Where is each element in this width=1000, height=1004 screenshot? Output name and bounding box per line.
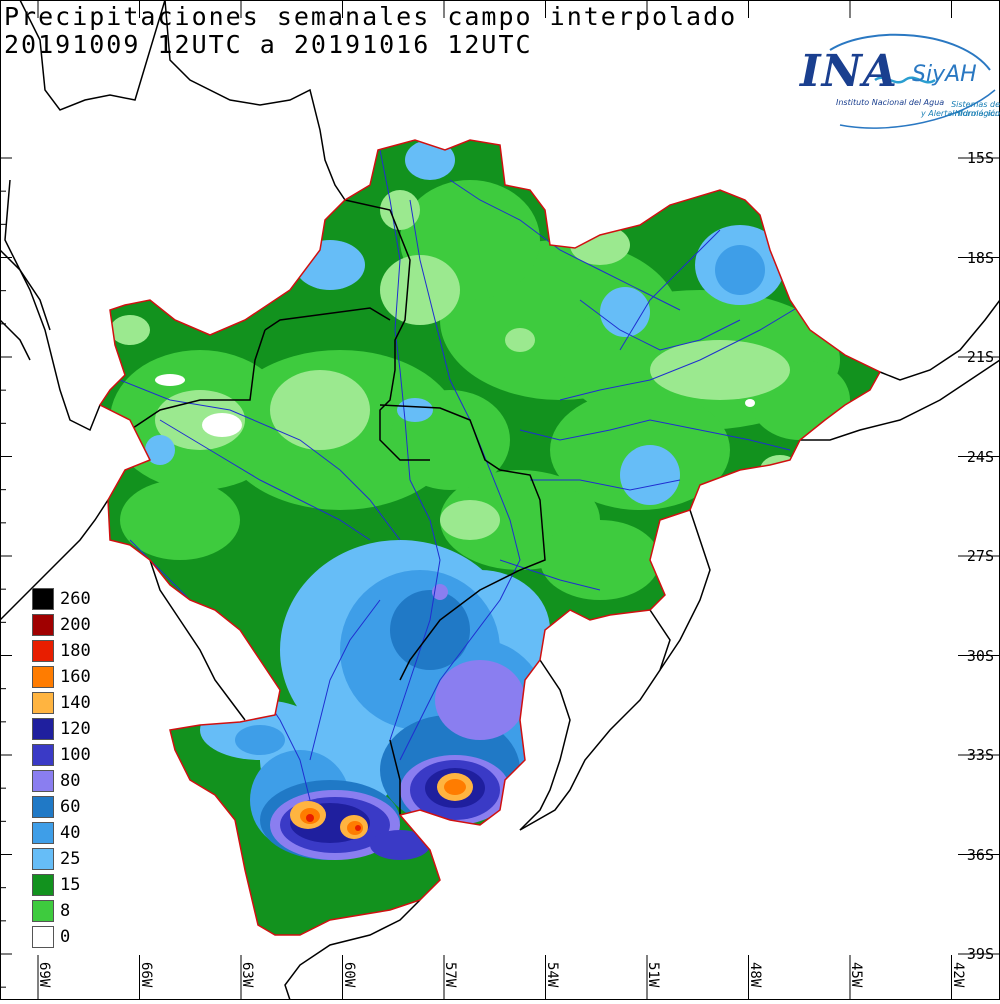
legend-item: 0: [32, 926, 122, 948]
logo-subtitle: Instituto Nacional del Agua: [836, 98, 945, 107]
lon-label: 60W: [340, 962, 357, 988]
legend-label: 80: [60, 771, 81, 791]
lat-label: 36S: [966, 845, 994, 864]
legend-label: 8: [60, 901, 71, 921]
legend-item: 260: [32, 588, 122, 610]
lat-label: 33S: [966, 746, 994, 764]
legend-item: 60: [32, 796, 122, 818]
legend-swatch: [32, 666, 54, 688]
legend-label: 160: [60, 667, 91, 687]
legend-item: 140: [32, 692, 122, 714]
legend-swatch: [32, 640, 54, 662]
legend-item: 180: [32, 640, 122, 662]
lat-label: 21S: [966, 348, 994, 366]
lon-label: 54W: [543, 962, 560, 988]
legend-swatch: [32, 848, 54, 870]
lon-label: 69W: [36, 962, 52, 988]
legend-item: 120: [32, 718, 122, 740]
map-period: 20191009 12UTC a 20191016 12UTC: [4, 30, 533, 59]
legend-swatch: [32, 822, 54, 844]
legend-swatch: [32, 614, 54, 636]
lon-label: 57W: [442, 962, 458, 988]
legend-item: 160: [32, 666, 122, 688]
lat-label: 30S: [966, 646, 994, 665]
lat-label: 24S: [966, 447, 994, 466]
legend-label: 0: [60, 927, 71, 947]
lon-label: 42W: [949, 962, 966, 988]
lon-label: 48W: [746, 962, 763, 988]
basin-outline: [98, 139, 882, 936]
legend-item: 25: [32, 848, 122, 870]
legend-item: 80: [32, 770, 122, 792]
legend-item: 8: [32, 900, 122, 922]
legend-swatch: [32, 692, 54, 714]
logo-tagline-1: Sistemas de Información: [951, 100, 1000, 118]
lat-label: 27S: [966, 547, 994, 565]
legend-item: 15: [32, 874, 122, 896]
legend-label: 260: [60, 589, 91, 609]
legend-item: 40: [32, 822, 122, 844]
legend-swatch: [32, 718, 54, 740]
legend-swatch: [32, 796, 54, 818]
logo-tagline-2: y Alerta Hidrológico: [921, 109, 1000, 118]
ina-siyah-logo: INA SiyAH Instituto Nacional del Agua Si…: [790, 30, 1000, 130]
lon-label: 51W: [645, 962, 661, 988]
lat-label: 39S: [966, 945, 994, 963]
lat-label: 15S: [966, 149, 994, 167]
legend-label: 200: [60, 615, 91, 635]
legend-label: 140: [60, 693, 91, 713]
logo-ina-text: INA: [800, 46, 898, 97]
legend-swatch: [32, 744, 54, 766]
lon-label: 66W: [137, 962, 154, 988]
legend-swatch: [32, 900, 54, 922]
legend-label: 25: [60, 849, 81, 869]
legend-label: 100: [60, 745, 91, 765]
legend-label: 120: [60, 719, 91, 739]
legend-swatch: [32, 770, 54, 792]
legend-swatch: [32, 588, 54, 610]
legend-label: 40: [60, 823, 81, 843]
lat-label: 18S: [966, 248, 994, 267]
legend-swatch: [32, 874, 54, 896]
legend-label: 15: [60, 875, 81, 895]
lon-label: 45W: [848, 962, 864, 988]
legend-label: 60: [60, 797, 81, 817]
legend-item: 200: [32, 614, 122, 636]
legend-label: 180: [60, 641, 91, 661]
legend-swatch: [32, 926, 54, 948]
longitude-gridlines: [37, 0, 952, 1000]
map-title: Precipitaciones semanales campo interpol…: [4, 2, 738, 31]
logo-siyah-text: SiyAH: [912, 62, 977, 87]
lon-label: 63W: [239, 962, 255, 988]
logo-swoosh: [829, 33, 996, 129]
legend-item: 100: [32, 744, 122, 766]
